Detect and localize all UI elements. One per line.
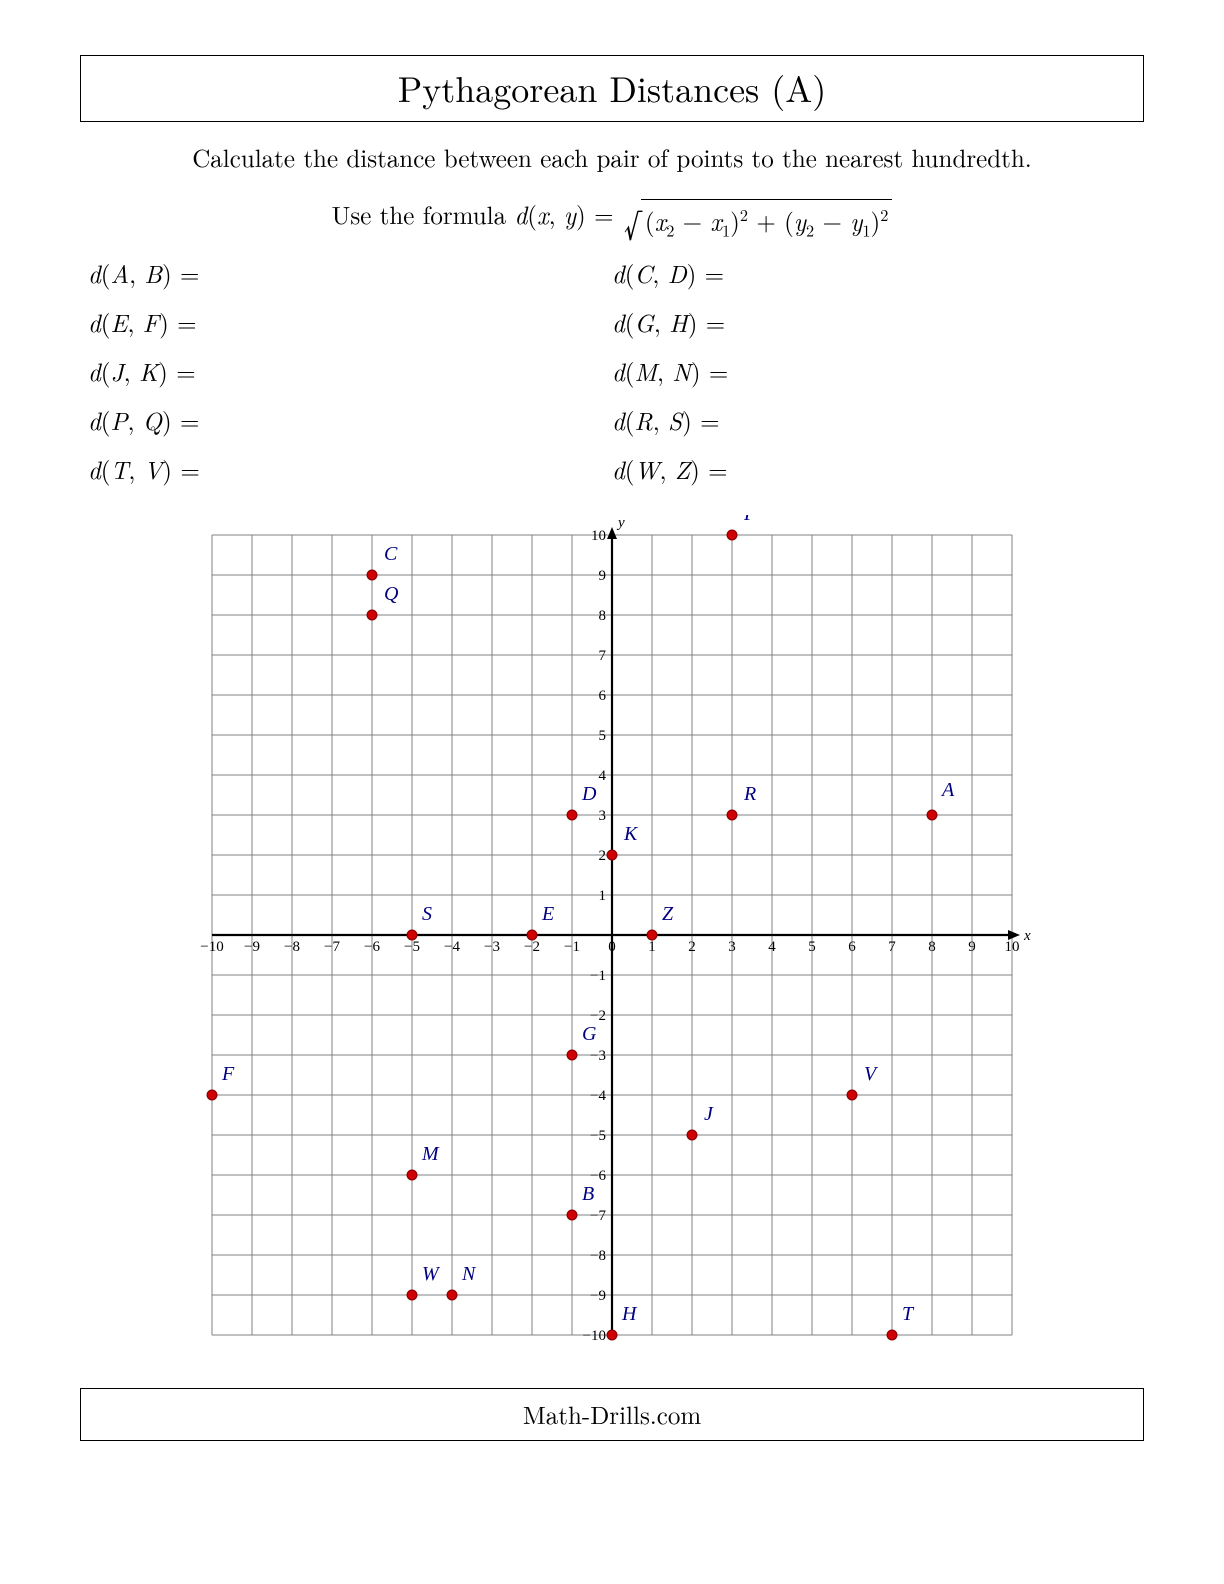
svg-text:8: 8 xyxy=(928,939,936,955)
svg-text:P: P xyxy=(743,515,756,525)
svg-text:−6: −6 xyxy=(590,1168,606,1184)
problem-item: d(T, V) = xyxy=(88,452,612,487)
svg-text:−1: −1 xyxy=(564,939,580,955)
footer: Math-Drills.com xyxy=(80,1388,1144,1441)
svg-text:K: K xyxy=(623,823,639,845)
svg-text:10: 10 xyxy=(1005,939,1020,955)
svg-text:6: 6 xyxy=(599,688,607,704)
svg-text:−3: −3 xyxy=(484,939,500,955)
svg-text:−7: −7 xyxy=(590,1208,606,1224)
svg-text:E: E xyxy=(541,903,554,925)
svg-text:−9: −9 xyxy=(244,939,260,955)
svg-text:3: 3 xyxy=(728,939,736,955)
svg-text:A: A xyxy=(940,779,955,801)
problem-item: d(R, S) = xyxy=(612,403,1136,438)
svg-text:1: 1 xyxy=(648,939,656,955)
svg-text:6: 6 xyxy=(848,939,856,955)
svg-text:y: y xyxy=(616,515,625,531)
problem-item: d(G, H) = xyxy=(612,305,1136,340)
svg-text:10: 10 xyxy=(591,528,606,544)
problem-item: d(A, B) = xyxy=(88,256,612,291)
svg-text:J: J xyxy=(704,1103,714,1125)
svg-text:−3: −3 xyxy=(590,1048,606,1064)
svg-text:2: 2 xyxy=(688,939,696,955)
svg-text:−4: −4 xyxy=(444,939,460,955)
svg-text:−6: −6 xyxy=(364,939,380,955)
svg-text:−4: −4 xyxy=(590,1088,606,1104)
svg-text:−9: −9 xyxy=(590,1288,606,1304)
svg-text:5: 5 xyxy=(599,728,607,744)
svg-text:C: C xyxy=(384,543,398,565)
svg-text:D: D xyxy=(581,783,597,805)
svg-text:N: N xyxy=(461,1263,477,1285)
svg-text:−5: −5 xyxy=(590,1128,606,1144)
problem-item: d(C, D) = xyxy=(612,256,1136,291)
problem-item: d(W, Z) = xyxy=(612,452,1136,487)
svg-text:−7: −7 xyxy=(324,939,340,955)
svg-text:M: M xyxy=(421,1143,440,1165)
coordinate-plane: −10−9−8−7−6−5−4−3−2−1012345678910−10−9−8… xyxy=(192,515,1032,1360)
svg-text:9: 9 xyxy=(599,568,607,584)
svg-text:B: B xyxy=(582,1183,594,1205)
svg-text:R: R xyxy=(743,783,756,805)
svg-text:−5: −5 xyxy=(404,939,420,955)
svg-text:H: H xyxy=(621,1303,638,1325)
svg-text:−1: −1 xyxy=(590,968,606,984)
page-title: Pythagorean Distances (A) xyxy=(80,55,1144,122)
svg-text:7: 7 xyxy=(599,648,607,664)
svg-text:F: F xyxy=(221,1063,235,1085)
svg-text:−8: −8 xyxy=(590,1248,606,1264)
svg-text:−2: −2 xyxy=(590,1008,606,1024)
svg-text:S: S xyxy=(422,903,432,925)
svg-text:Z: Z xyxy=(662,903,674,925)
problems-grid: d(A, B) =d(C, D) =d(E, F) =d(G, H) =d(J,… xyxy=(80,256,1144,487)
graph-svg: −10−9−8−7−6−5−4−3−2−1012345678910−10−9−8… xyxy=(192,515,1032,1355)
svg-text:4: 4 xyxy=(768,939,776,955)
svg-text:T: T xyxy=(902,1303,915,1325)
svg-text:2: 2 xyxy=(599,848,607,864)
formula-prefix: Use the formula xyxy=(332,197,515,232)
svg-text:x: x xyxy=(1023,928,1031,944)
problem-item: d(E, F) = xyxy=(88,305,612,340)
problem-item: d(P, Q) = xyxy=(88,403,612,438)
svg-text:4: 4 xyxy=(599,768,607,784)
svg-text:3: 3 xyxy=(599,808,607,824)
svg-text:G: G xyxy=(582,1023,597,1045)
svg-text:9: 9 xyxy=(968,939,976,955)
svg-text:7: 7 xyxy=(888,939,896,955)
svg-text:5: 5 xyxy=(808,939,816,955)
svg-text:W: W xyxy=(422,1263,441,1285)
instruction-text: Calculate the distance between each pair… xyxy=(80,140,1144,175)
svg-text:−8: −8 xyxy=(284,939,300,955)
svg-text:−10: −10 xyxy=(583,1328,606,1344)
svg-text:1: 1 xyxy=(599,888,607,904)
svg-text:8: 8 xyxy=(599,608,607,624)
svg-text:Q: Q xyxy=(384,583,399,605)
problem-item: d(J, K) = xyxy=(88,354,612,389)
formula-row: Use the formula d(x, y) = √(x2 − x1)2 + … xyxy=(80,193,1144,244)
svg-text:−2: −2 xyxy=(524,939,540,955)
problem-item: d(M, N) = xyxy=(612,354,1136,389)
svg-text:−10: −10 xyxy=(200,939,223,955)
svg-text:0: 0 xyxy=(608,939,616,955)
